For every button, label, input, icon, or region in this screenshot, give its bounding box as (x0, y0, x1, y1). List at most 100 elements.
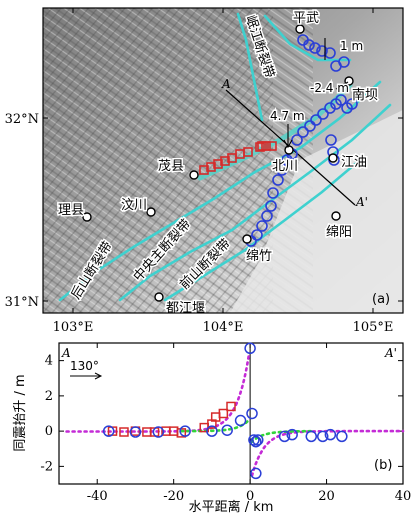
map-circle-marker (309, 42, 321, 54)
plot-label-a: A (61, 346, 71, 360)
map-circle-marker (251, 229, 263, 241)
city-marker-dujiangyan (154, 292, 164, 302)
fault-lines (58, 12, 392, 302)
city-marker-wenchuan (146, 207, 156, 217)
plot-circle-point (244, 342, 256, 355)
city-marker-lixian (82, 212, 92, 222)
map-square-marker (257, 141, 267, 151)
x-axis-label: 水平距离 / km (189, 499, 274, 515)
label-pingwu: 平武 (293, 11, 319, 26)
map-circle-marker (297, 126, 309, 138)
azimuth-label: 130° (70, 359, 99, 373)
lon-tick-104: 104°E (203, 320, 244, 335)
panel-b-label: (b) (374, 458, 392, 473)
label-offset-1m: 1 m (340, 39, 363, 53)
label-dujiangyan: 都江堰 (166, 301, 205, 316)
plot-circle-point (152, 426, 165, 438)
plot-circle-point (234, 414, 247, 427)
plot-circle-markers (102, 342, 348, 480)
city-labels: 平武 南坝 茂县 北川 江油 理县 汶川 绵阳 绵竹 都江堰 (57, 10, 380, 316)
model-curve-green-west (180, 418, 251, 433)
map-circle-marker (261, 210, 273, 222)
label-lixian: 理县 (58, 203, 84, 218)
map-circle-marker (341, 102, 353, 114)
x-tick-label: 20 (318, 489, 335, 504)
arrow-2-4m (335, 81, 349, 90)
city-marker-mianyang (331, 211, 341, 221)
plot-circle-point (278, 430, 291, 443)
plot-square-point (226, 401, 236, 412)
map-circle-marker (267, 187, 279, 199)
map-square-marker (243, 147, 253, 157)
map-square-markers (199, 141, 277, 175)
plot-circle-point (316, 430, 329, 443)
plot-circle-point (250, 435, 262, 448)
fault-north (263, 14, 352, 62)
map-circle-marker (276, 164, 288, 176)
x-tick-label: 40 (395, 489, 412, 504)
map-square-marker (206, 162, 216, 172)
plot-circle-point (324, 428, 337, 441)
map-square-marker (267, 141, 277, 151)
plot-circle-point (305, 430, 318, 443)
map-square-marker (220, 156, 230, 166)
x-tick-label: 0 (246, 489, 254, 504)
fault-qianshan (163, 158, 362, 302)
model-curve-hanging-wall (65, 353, 251, 433)
label-mianzhu: 绵竹 (246, 249, 272, 264)
plot-circle-point (179, 425, 191, 437)
map-circle-marker (265, 200, 277, 212)
plot-circle-point (252, 434, 264, 446)
city-marker-maoxian (189, 170, 199, 180)
plot-circle-point (286, 428, 298, 441)
plot-circle-point (250, 467, 262, 480)
label-offset-4-7m: 4.7 m (270, 109, 305, 123)
x-tick-label: -40 (87, 489, 108, 504)
map-square-marker (199, 165, 209, 175)
map-square-marker (255, 142, 265, 152)
plot-square-point (218, 408, 229, 419)
city-marker-jiangyou (328, 153, 338, 163)
y-tick-label: 0 (45, 424, 53, 439)
map-circle-marker (325, 134, 337, 146)
azimuth-indicator: 130° (70, 359, 103, 380)
plot-circle-point (206, 425, 218, 437)
plot-circle-point (336, 430, 348, 443)
map-circle-marker (310, 114, 322, 126)
label-nanba: 南坝 (352, 87, 378, 103)
map-circle-marker (304, 120, 316, 132)
plot-circle-point (102, 425, 115, 437)
map-square-marker (213, 159, 223, 169)
map-label-a-prime: A' (355, 195, 368, 209)
lon-tick-103: 103°E (53, 320, 94, 335)
map-ticks (43, 8, 403, 313)
map-circle-marker (324, 102, 336, 114)
map-circle-marker (316, 45, 328, 57)
city-marker-pingwu (295, 24, 305, 34)
label-mianyang: 绵阳 (326, 225, 352, 240)
fault-houshan (58, 80, 382, 302)
offset-labels: 1 m -2.4 m 4.7 m (269, 38, 365, 125)
map-circle-marker (317, 108, 329, 120)
offset-arrows (283, 38, 349, 149)
fault-zhongyang (118, 103, 392, 302)
map-circle-marker (272, 174, 284, 186)
x-tick-label: -20 (163, 489, 184, 504)
map-circle-marker (338, 56, 350, 68)
profile-labels-map: A A' (221, 77, 368, 209)
city-marker-beichuan (284, 145, 294, 155)
map-label-a: A (221, 77, 231, 91)
plot-circle-point (221, 424, 233, 436)
city-marker-mianzhu (242, 234, 252, 244)
y-tick-label: -2 (40, 459, 53, 474)
map-circle-marker (330, 98, 342, 110)
y-axis-label: 同震抬升 / m (13, 374, 28, 451)
y-tick-label: 2 (45, 389, 53, 404)
plot-label-a-prime: A' (384, 346, 397, 360)
profile-labels-plot: A A' (61, 346, 397, 360)
y-tick-label: 4 (45, 354, 53, 369)
map-tick-labels: 103°E 104°E 105°E 32°N 31°N (5, 112, 394, 335)
map-circle-marker (281, 154, 293, 166)
